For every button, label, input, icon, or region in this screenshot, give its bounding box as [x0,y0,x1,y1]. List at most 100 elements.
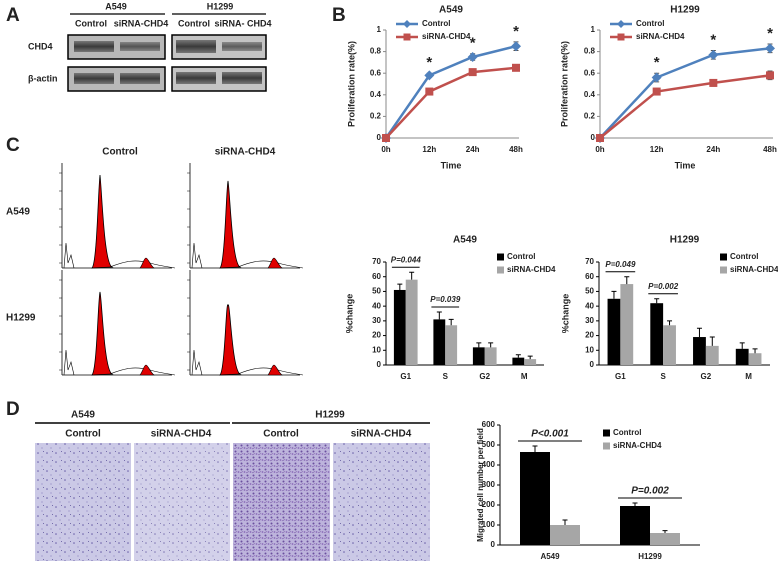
marker [382,134,390,142]
p-value: P=0.039 [430,295,461,304]
g1-peak [218,180,242,269]
bar [484,347,497,365]
legend-label: siRNA-CHD4 [636,32,685,41]
band [74,73,114,84]
micrograph [134,443,230,561]
western-blot: A549 H1299 Control siRNA-CHD4 Control si… [28,1,272,92]
marker [708,49,719,60]
marker [766,71,774,80]
significance: * [654,54,660,71]
y-tick-label: 0 [377,133,382,142]
micrograph [333,443,430,561]
error-bar [696,327,702,338]
g2-peak [267,364,283,376]
x-tick-label: 24h [706,145,720,154]
lane-label: siRNA- CHD4 [214,18,271,28]
band [222,72,262,84]
p-value: P=0.049 [605,260,636,269]
x-tick-label: S [660,372,666,381]
error-bar [662,530,668,533]
y-axis-label: Proliferation rate(%) [346,41,356,127]
error-bar [448,318,454,326]
y-tick-label: 0.8 [584,47,596,56]
legend-label: siRNA-CHD4 [613,441,662,450]
lane-label: siRNA-CHD4 [114,18,169,28]
g1-peak [218,304,242,376]
marker [425,87,434,96]
y-tick-label: 0 [591,133,596,142]
p-value: P<0.001 [531,429,569,440]
y-tick-label: 70 [585,257,594,266]
y-tick-label: 10 [372,345,381,354]
x-axis-label: Time [675,160,696,170]
y-tick-label: 0 [590,360,595,369]
debris [191,349,203,376]
error-bar [409,271,415,280]
y-tick-label: 0.2 [584,112,596,121]
y-tick-label: 0.6 [370,68,382,77]
y-tick-label: 200 [482,500,496,509]
y-tick-label: 10 [585,345,594,354]
chart-title: A549 [453,235,477,246]
charts: A549 Proliferation rate(%) Time 0 0.2 0.4 0.6 0… [344,5,778,561]
invasion-group: H1299 [315,410,345,421]
marker [468,68,477,77]
y-tick-label: 30 [585,316,594,325]
bar [735,348,749,365]
y-tick-label: 30 [372,316,381,325]
y-tick-label: 1 [377,25,382,34]
bar [472,347,485,365]
marker [765,43,775,54]
significance: * [426,54,432,71]
y-tick-label: 0.4 [584,90,596,99]
g2-peak [139,364,155,376]
blot-group: H1299 [207,1,234,11]
error-bar [624,276,630,285]
x-tick-label: G1 [615,372,626,381]
bar [550,525,580,545]
marker [511,41,521,52]
legend-label: Control [422,19,450,28]
bar [620,284,634,365]
y-tick-label: 60 [585,272,594,281]
x-tick-label: 12h [422,145,436,154]
legend-label: siRNA-CHD4 [422,32,471,41]
x-tick-label: G1 [400,372,411,381]
x-tick-label: 0h [595,145,604,154]
error-bar [397,283,403,290]
y-tick-label: 50 [372,287,381,296]
y-tick-label: 0 [377,360,382,369]
g2-peak [267,257,283,269]
x-tick-label: 48h [763,145,777,154]
band [222,42,262,51]
y-tick-label: 60 [372,272,381,281]
bar [445,325,458,365]
band [120,42,160,51]
bar [663,325,676,365]
panel-label: D [6,399,20,420]
x-tick-label: 24h [466,145,480,154]
marker [596,134,604,142]
error-bar [709,336,715,346]
row-label: β-actin [28,73,58,83]
panel-label: B [332,5,346,26]
p-value: P=0.044 [391,255,422,264]
legend-swatch [497,266,504,274]
marker [467,52,478,62]
bar [748,353,762,365]
legend-label: Control [636,19,664,28]
band [120,73,160,84]
error-bar [667,320,673,326]
chart-title: H1299 [670,5,700,16]
g2-peak [139,257,155,269]
legend-marker [403,33,411,41]
panel-label: C [6,135,20,156]
g1-peak [90,291,114,376]
flow-histograms [59,163,304,376]
chart-title: H1299 [670,235,700,246]
error-bar [752,348,758,354]
y-tick-label: 20 [372,331,381,340]
error-bar [476,342,482,348]
invasion-column: Control [65,429,101,440]
